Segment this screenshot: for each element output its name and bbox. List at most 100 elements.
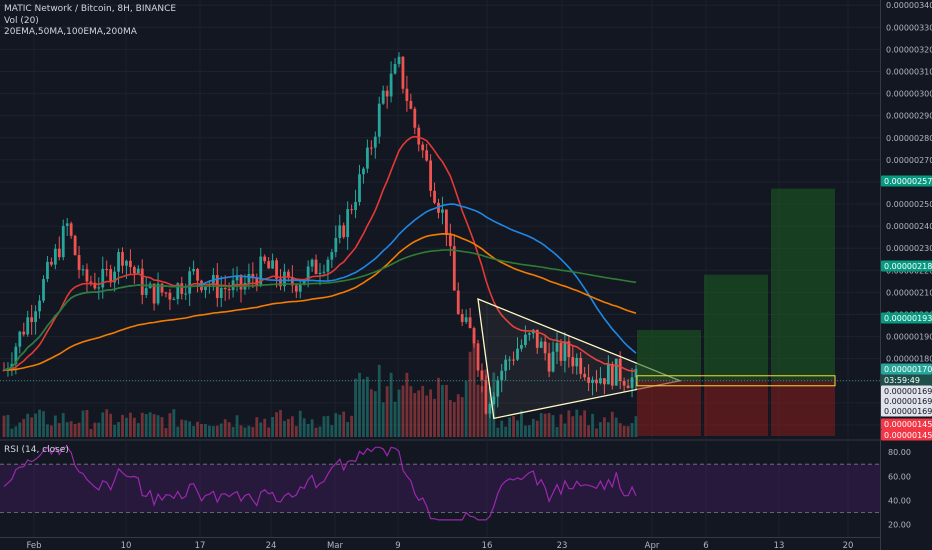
price-marker-label: 0.00000145 xyxy=(884,431,932,440)
volume-bar xyxy=(614,417,618,437)
volume-bar xyxy=(18,422,22,437)
price-marker-label: 03:59:49 xyxy=(884,376,920,385)
volume-bar xyxy=(334,413,338,437)
candle-body xyxy=(97,287,101,289)
rsi-tick-label: 20.00 xyxy=(888,521,911,530)
volume-bar xyxy=(468,351,472,437)
candle-body xyxy=(322,271,326,273)
volume-bar xyxy=(294,426,298,437)
volume-bar xyxy=(354,378,357,437)
volume-bar xyxy=(263,418,267,437)
candle-body xyxy=(180,283,184,294)
volume-bar xyxy=(480,386,484,437)
volume-bar xyxy=(362,379,365,437)
candle-body xyxy=(441,209,444,213)
candle-body xyxy=(524,334,527,345)
candle-body xyxy=(290,277,294,286)
volume-bar xyxy=(555,427,559,437)
volume-bar xyxy=(583,410,587,437)
triangle-pattern xyxy=(477,298,683,420)
candle-body xyxy=(176,283,180,300)
candle-body xyxy=(397,56,401,65)
price-marker-bg xyxy=(881,260,932,272)
volume-bar xyxy=(247,425,251,437)
candle-body xyxy=(425,150,429,161)
volume-bar xyxy=(290,416,294,437)
candle-body xyxy=(389,73,393,97)
candle-body xyxy=(144,288,148,295)
candle-body xyxy=(34,311,37,323)
price-marker-bg xyxy=(881,363,932,375)
volume-bar xyxy=(476,384,480,437)
candle-body xyxy=(543,341,547,354)
candle-body xyxy=(22,331,26,335)
volume-bar xyxy=(460,397,464,437)
candle-body xyxy=(508,359,511,361)
candle-body xyxy=(547,353,551,372)
volume-bar xyxy=(302,418,306,437)
price-marker-label: 0.00000218 xyxy=(884,262,932,271)
volume-bar xyxy=(243,427,247,437)
candle-body xyxy=(464,317,468,323)
volume-bar xyxy=(121,414,124,437)
candle-body xyxy=(227,289,231,291)
candle-body xyxy=(109,269,113,283)
candle-body xyxy=(283,271,286,287)
candle-body xyxy=(132,267,136,274)
volume-bar xyxy=(338,414,342,437)
volume-bar xyxy=(50,425,53,437)
candle-body xyxy=(488,404,492,414)
candle-body xyxy=(279,278,282,287)
candle-body xyxy=(192,268,195,272)
volume-bar xyxy=(417,390,421,437)
price-tick-label: 0.00000210 xyxy=(886,288,932,297)
candle-body xyxy=(342,225,346,238)
price-tick-label: 0.00000230 xyxy=(886,244,932,253)
candle-body xyxy=(251,273,255,279)
candle-body xyxy=(38,300,41,312)
volume-bar xyxy=(318,426,322,437)
volume-bar xyxy=(26,413,30,437)
candle-body xyxy=(354,202,357,210)
candle-body xyxy=(452,246,456,291)
candle-body xyxy=(512,359,515,361)
price-marker-bg xyxy=(881,395,932,407)
volume-bar xyxy=(192,426,195,437)
candle-body xyxy=(606,363,610,385)
volume-bar xyxy=(579,415,583,437)
candle-body xyxy=(468,317,472,329)
volume-bar xyxy=(472,333,476,437)
volume-bar xyxy=(148,412,152,437)
date-tick-label: 24 xyxy=(266,541,277,550)
candle-body xyxy=(456,290,460,315)
candle-body xyxy=(129,260,132,268)
candle-body xyxy=(377,103,381,137)
volume-bar xyxy=(196,421,199,437)
volume-bar xyxy=(275,412,278,437)
candle-body xyxy=(500,370,504,381)
candle-body xyxy=(433,190,436,203)
volume-bar xyxy=(267,427,271,437)
volume-bar xyxy=(239,425,243,437)
candle-body xyxy=(263,256,267,262)
candle-body xyxy=(591,379,594,383)
volume-bar xyxy=(516,420,519,437)
volume-bar xyxy=(626,426,630,437)
candle-body xyxy=(223,288,227,290)
candle-body xyxy=(136,268,140,274)
volume-bar xyxy=(172,409,176,437)
candle-body xyxy=(417,127,421,145)
long-target-zone-1 xyxy=(637,329,701,381)
candle-body xyxy=(140,268,144,295)
volume-bar xyxy=(14,426,18,437)
price-tick-label: 0.00000290 xyxy=(886,112,932,121)
price-marker-bg xyxy=(881,175,932,187)
candle-body xyxy=(259,256,263,286)
candle-body xyxy=(350,209,353,211)
volume-bar xyxy=(346,421,350,437)
volume-bar xyxy=(314,427,318,437)
long-target-zone-2 xyxy=(704,274,768,381)
rsi-line xyxy=(3,446,637,521)
candle-body xyxy=(247,273,251,283)
